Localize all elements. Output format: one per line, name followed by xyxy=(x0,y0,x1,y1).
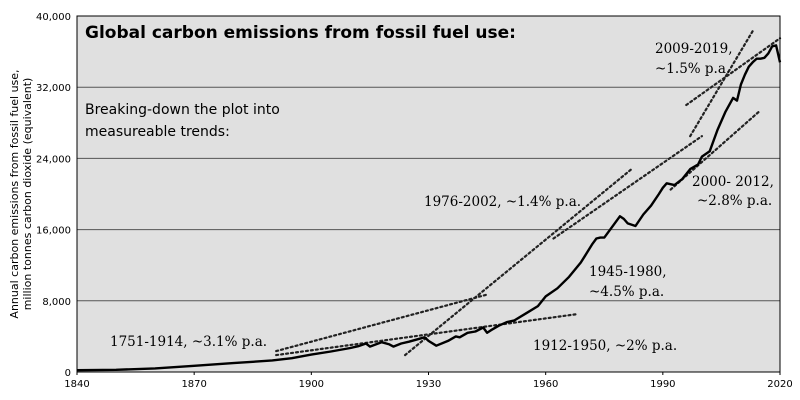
y-tick-label: 16,000 xyxy=(36,226,71,237)
x-tick-label: 1900 xyxy=(299,379,324,390)
y-tick-label: 40,000 xyxy=(36,12,71,23)
annotation-2000-2012-line-1: 2000- 2012, xyxy=(692,174,774,190)
x-tick-label: 1870 xyxy=(181,379,206,390)
x-tick-label: 1990 xyxy=(650,379,675,390)
trend-line xyxy=(403,167,633,357)
plot-area xyxy=(77,16,780,372)
trend-line xyxy=(552,135,703,240)
emissions-series-line xyxy=(76,44,782,372)
x-axis-ticks: 1840 1870 1900 1930 1960 1990 2020 xyxy=(64,372,793,390)
trend-line xyxy=(275,313,579,357)
y-tick-label: 32,000 xyxy=(36,83,71,94)
trend-line xyxy=(685,37,782,107)
data-series xyxy=(76,44,782,372)
trend-line xyxy=(275,293,489,353)
y-axis-label-line-2: million tonnes carbon dioxide (equivalen… xyxy=(21,78,34,311)
annotation-2000-2012-line-2: ~2.8% p.a. xyxy=(697,193,772,209)
chart-title: Global carbon emissions from fossil fuel… xyxy=(85,23,516,43)
chart-subtitle-line-1: Breaking-down the plot into xyxy=(85,102,280,118)
x-tick-label: 2020 xyxy=(767,379,792,390)
annotation-1945-1980-line-1: 1945-1980, xyxy=(589,264,667,280)
y-tick-label: 24,000 xyxy=(36,154,71,165)
annotation-2009-2019-line-1: 2009-2019, xyxy=(655,41,733,57)
annotation-1976-2002: 1976-2002, ~1.4% p.a. xyxy=(424,194,581,210)
trend-lines xyxy=(275,30,782,357)
x-tick-label: 1960 xyxy=(533,379,558,390)
annotation-2009-2019-line-2: ~1.5% p.a. xyxy=(655,61,730,77)
y-tick-label: 8,000 xyxy=(42,297,71,308)
chart-subtitle-line-2: measureable trends: xyxy=(85,124,230,140)
x-tick-label: 1840 xyxy=(64,379,89,390)
annotation-1945-1980-line-2: ~4.5% p.a. xyxy=(589,284,664,300)
grid-lines xyxy=(77,86,780,302)
y-axis-label-line-1: Annual carbon emissions from fossil fuel… xyxy=(8,69,21,318)
annotation-1751-1914: 1751-1914, ~3.1% p.a. xyxy=(110,334,267,350)
annotation-1912-1950: 1912-1950, ~2% p.a. xyxy=(533,338,677,354)
y-axis-ticks: 0 8,000 16,000 24,000 32,000 40,000 xyxy=(36,12,71,379)
trend-line xyxy=(689,30,754,138)
x-tick-label: 1930 xyxy=(416,379,441,390)
y-tick-label: 0 xyxy=(65,368,71,379)
